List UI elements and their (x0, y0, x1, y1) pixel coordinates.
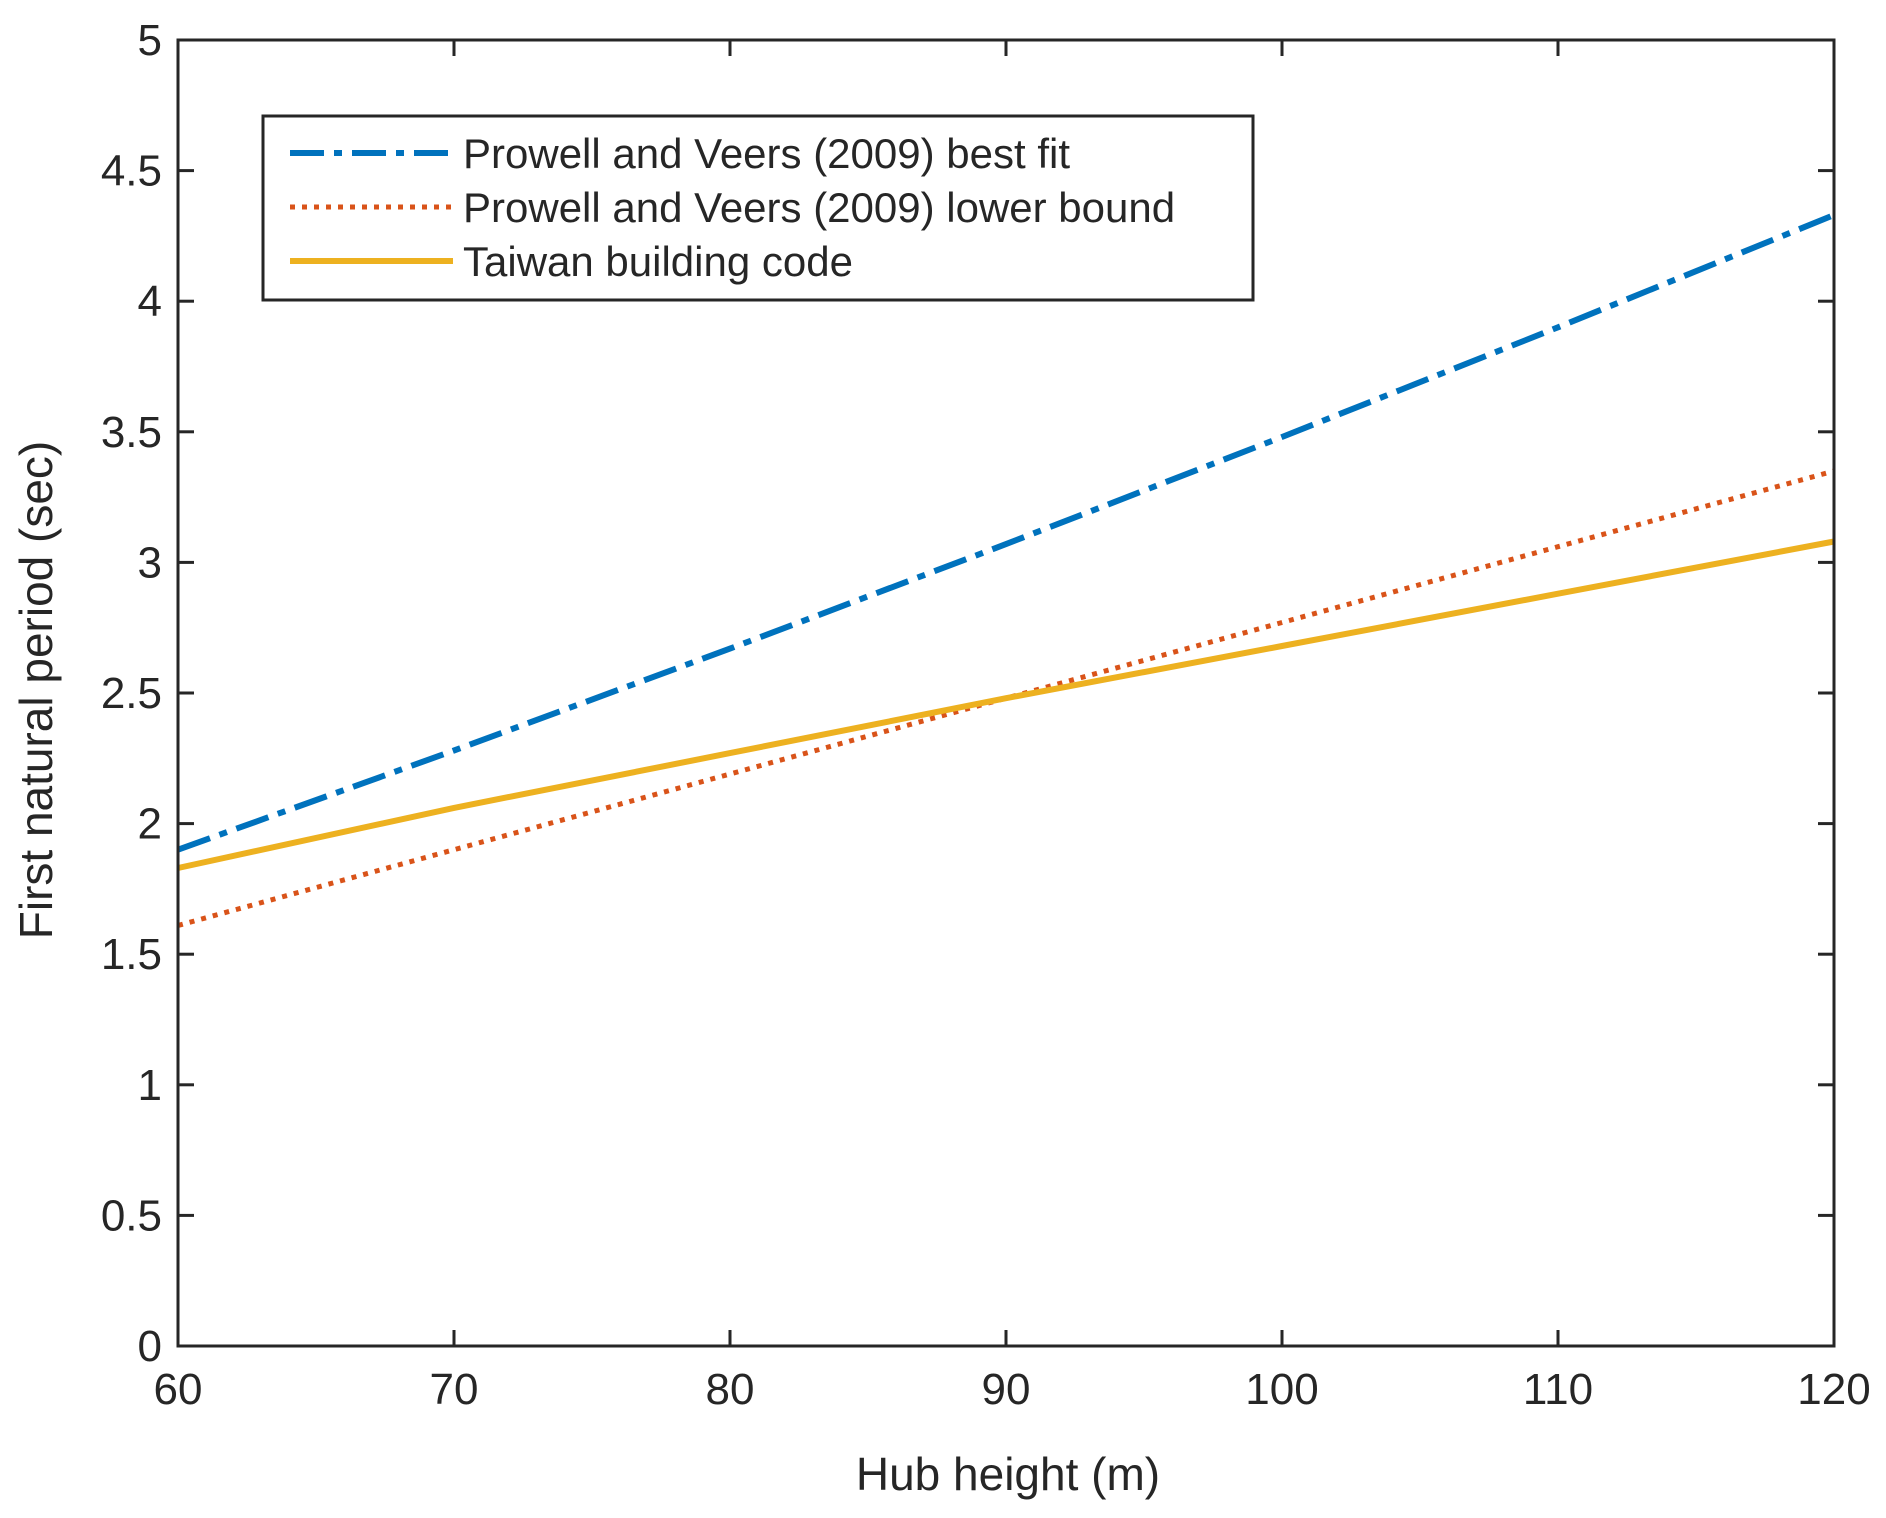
series-group (176, 212, 1836, 928)
y-tick-label: 0.5 (101, 1191, 162, 1240)
x-tick-label: 80 (706, 1365, 755, 1414)
legend-box (261, 114, 1255, 302)
y-tick-label: 4 (138, 277, 162, 326)
y-tick-label: 2 (138, 800, 162, 849)
y-tick-label: 4.5 (101, 147, 162, 196)
y-tick-label: 3 (138, 538, 162, 587)
y-axis-label: First natural period (sec) (10, 441, 62, 940)
y-tick-label: 0 (138, 1322, 162, 1371)
axes: 60 70 80 90 100 110 120 0 0.5 1 1.5 2 2.5 3 3.5 4 4.5 5 (101, 16, 1871, 1414)
series-line-1 (176, 212, 1836, 853)
series-line-3 (177, 538, 1835, 871)
legend: Prowell and Veers (2009) best fit Prowell… (261, 114, 1255, 302)
legend-label-3: Taiwan building code (463, 238, 853, 285)
x-axis-label: Hub height (m) (856, 1448, 1160, 1500)
x-tick-label: 120 (1797, 1365, 1870, 1414)
legend-label-2: Prowell and Veers (2009) lower bound (463, 184, 1175, 231)
x-tick-label: 110 (1523, 1365, 1593, 1414)
y-tick-label: 1.5 (101, 930, 162, 979)
y-tick-label: 3.5 (101, 408, 162, 457)
x-tick-label: 60 (154, 1365, 203, 1414)
y-tick-label: 5 (138, 16, 162, 65)
x-tick-label: 70 (430, 1365, 479, 1414)
legend-label-1: Prowell and Veers (2009) best fit (463, 130, 1070, 177)
series-line-2 (177, 468, 1835, 928)
y-tick-label: 1 (138, 1061, 162, 1110)
x-tick-label: 90 (982, 1365, 1031, 1414)
x-tick-label: 100 (1245, 1365, 1318, 1414)
y-tick-label: 2.5 (101, 669, 162, 718)
